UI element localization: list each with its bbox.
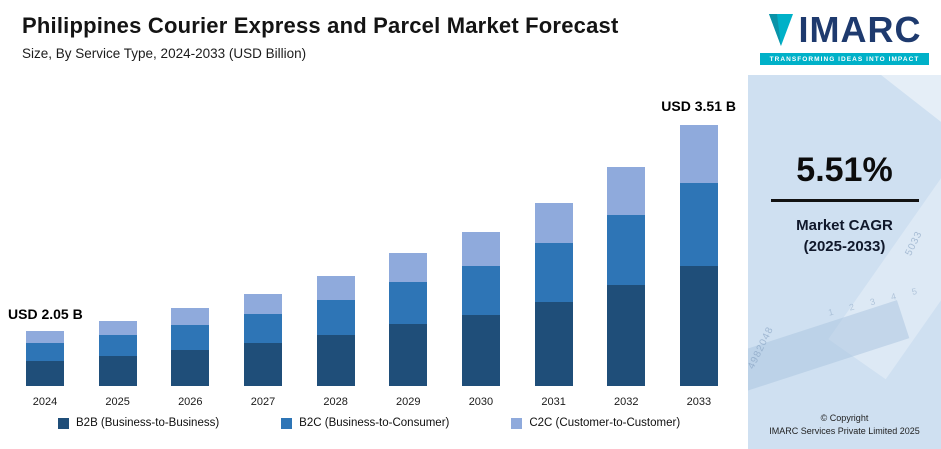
x-axis-label-2032: 2032	[614, 396, 639, 408]
bar-group-2025: 2025	[98, 321, 137, 409]
annotation-first: USD 2.05 B	[8, 306, 83, 322]
legend-label-b2c: B2C (Business-to-Consumer)	[299, 417, 450, 429]
x-axis-label-2028: 2028	[323, 396, 348, 408]
bar-segment-2030-c2c	[461, 232, 500, 266]
x-axis-label-2025: 2025	[105, 396, 130, 408]
bar-segment-2025-b2c	[98, 335, 137, 356]
x-axis-label-2031: 2031	[541, 396, 566, 408]
brand-sidebar: 4982048 5033 1 2 3 4 5 IMARC TRANSFORMIN…	[748, 0, 941, 449]
cagr-label-line1: Market CAGR	[796, 217, 893, 234]
copyright-line2: IMARC Services Private Limited 2025	[769, 426, 920, 436]
bar-segment-2030-b2b	[461, 315, 500, 386]
bar-2033	[679, 125, 718, 386]
bar-segment-2024-c2c	[26, 331, 64, 343]
bar-segment-2033-b2b	[679, 266, 718, 386]
bar-2032	[607, 167, 646, 386]
bar-segment-2029-b2c	[389, 282, 428, 324]
legend-swatch-c2c	[511, 417, 523, 429]
legend-item-b2c: B2C (Business-to-Consumer)	[281, 417, 449, 429]
x-axis-label-2029: 2029	[396, 396, 421, 408]
legend-label-c2c: C2C (Customer-to-Customer)	[529, 417, 681, 429]
copyright-line1: © Copyright	[820, 413, 869, 423]
bar-segment-2033-c2c	[679, 125, 718, 183]
bar-2031	[534, 203, 573, 386]
legend-item-b2b: B2B (Business-to-Business)	[58, 417, 219, 429]
bar-segment-2032-c2c	[607, 167, 646, 215]
bar-segment-2028-b2b	[316, 335, 355, 386]
imarc-logo-band: IMARC TRANSFORMING IDEAS INTO IMPACT	[748, 0, 941, 75]
x-axis-label-2030: 2030	[468, 396, 494, 408]
bar-segment-2033-b2c	[679, 183, 718, 266]
legend-item-c2c: C2C (Customer-to-Customer)	[511, 417, 680, 429]
bar-segment-2030-b2c	[461, 266, 500, 315]
imarc-tagline: TRANSFORMING IDEAS INTO IMPACT	[760, 53, 929, 65]
legend-swatch-b2c	[281, 417, 293, 429]
bar-2028	[316, 276, 355, 386]
bar-2027	[243, 294, 282, 386]
stacked-bar-chart: USD 2.05 B USD 3.51 B 2024 2025 2026 2027 20…	[8, 98, 740, 409]
bar-segment-2031-b2b	[534, 302, 573, 386]
bar-segment-2026-b2b	[171, 350, 210, 386]
bar-group-2024: 2024	[26, 331, 64, 409]
cagr-value: 5.51%	[796, 151, 893, 189]
bar-group-2030: 2030	[461, 232, 500, 409]
bar-segment-2026-b2c	[171, 325, 210, 350]
imarc-logo-text: IMARC	[798, 9, 922, 50]
page-title: Philippines Courier Express and Parcel M…	[22, 13, 619, 38]
bar-segment-2027-b2c	[243, 314, 282, 343]
imarc-logo-icon	[768, 13, 794, 47]
bar-segment-2025-c2c	[98, 321, 137, 335]
bar-2030	[461, 232, 500, 386]
bar-segment-2031-c2c	[534, 203, 573, 243]
chart-legend: B2B (Business-to-Business) B2C (Business…	[58, 417, 748, 429]
bar-segment-2026-c2c	[171, 308, 210, 325]
x-axis-label-2027: 2027	[250, 396, 276, 408]
page-subtitle: Size, By Service Type, 2024-2033 (USD Bi…	[22, 46, 307, 61]
plot-area: 2024 2025 2026 2027 2028 2029 2030 2031 2032 2033	[26, 125, 718, 409]
bar-group-2033: 2033	[679, 125, 718, 409]
bar-segment-2032-b2b	[607, 285, 646, 386]
legend-swatch-b2b	[58, 417, 69, 429]
cagr-block: 5.51% Market CAGR (2025-2033)	[748, 151, 941, 257]
bar-segment-2027-c2c	[243, 294, 282, 314]
x-axis-label-2026: 2026	[178, 396, 203, 408]
bar-segment-2024-b2c	[26, 343, 64, 361]
cagr-label-line2: (2025-2033)	[803, 238, 886, 255]
bar-2025	[98, 321, 137, 386]
bar-group-2028: 2028	[316, 276, 355, 409]
copyright: © Copyright IMARC Services Private Limit…	[748, 412, 941, 438]
x-axis-label-2033: 2033	[686, 396, 712, 408]
x-axis-label-2024: 2024	[32, 396, 58, 408]
bar-segment-2029-c2c	[389, 253, 428, 282]
bar-group-2026: 2026	[171, 308, 210, 409]
bar-group-2032: 2032	[607, 167, 646, 409]
annotation-last: USD 3.51 B	[661, 98, 736, 114]
bar-segment-2032-b2c	[607, 215, 646, 285]
bar-segment-2027-b2b	[243, 343, 282, 386]
cagr-underline	[770, 199, 919, 202]
bar-segment-2028-b2c	[316, 300, 355, 335]
bar-group-2031: 2031	[534, 203, 573, 409]
bar-2029	[389, 253, 428, 386]
bar-group-2027: 2027	[243, 294, 282, 409]
bar-segment-2029-b2b	[389, 324, 428, 386]
chart-header: Philippines Courier Express and Parcel M…	[0, 0, 748, 61]
bar-segment-2024-b2b	[26, 361, 64, 386]
imarc-logo: IMARC	[748, 12, 941, 48]
bar-2024	[26, 331, 64, 386]
chart-panel: Philippines Courier Express and Parcel M…	[0, 0, 748, 429]
bar-segment-2028-c2c	[316, 276, 355, 300]
bar-2026	[171, 308, 210, 386]
legend-label-b2b: B2B (Business-to-Business)	[76, 417, 220, 429]
bar-group-2029: 2029	[389, 253, 428, 409]
bar-segment-2025-b2b	[98, 356, 137, 386]
bar-segment-2031-b2c	[534, 243, 573, 302]
